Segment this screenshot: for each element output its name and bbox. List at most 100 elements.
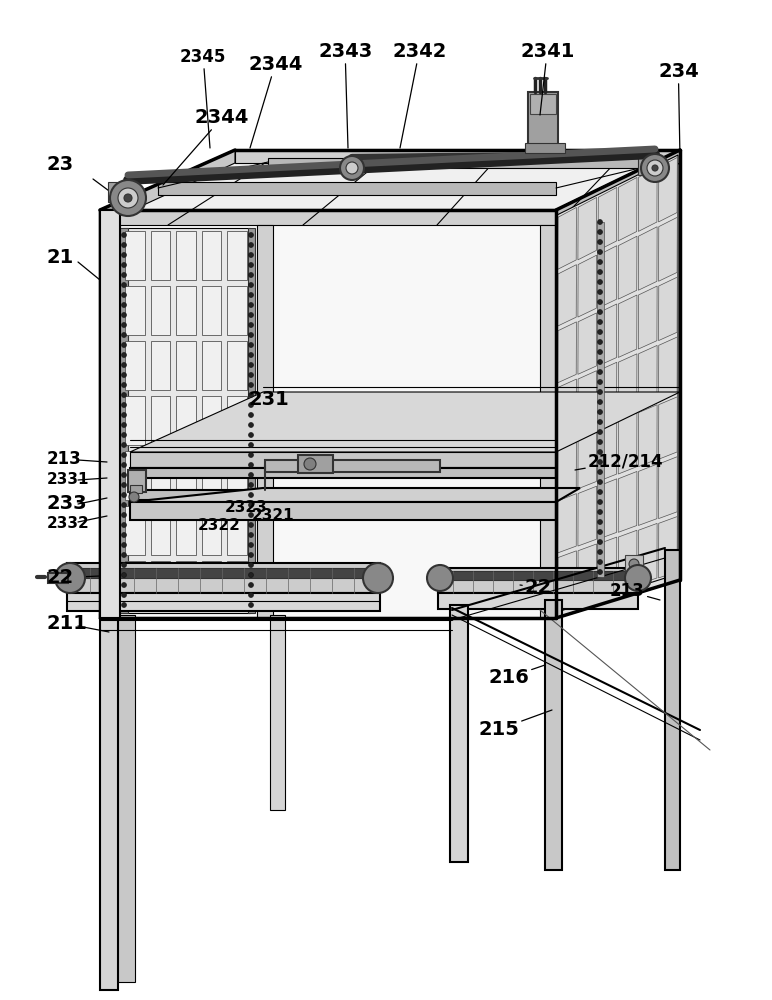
Circle shape xyxy=(121,552,127,558)
Polygon shape xyxy=(659,517,677,578)
Polygon shape xyxy=(438,571,638,580)
Polygon shape xyxy=(130,488,580,502)
Polygon shape xyxy=(100,615,118,990)
Circle shape xyxy=(121,582,127,587)
Circle shape xyxy=(121,362,127,367)
Circle shape xyxy=(249,332,253,338)
Circle shape xyxy=(249,362,253,367)
Circle shape xyxy=(121,252,127,257)
Circle shape xyxy=(121,372,127,377)
Circle shape xyxy=(598,269,602,274)
Circle shape xyxy=(121,432,127,438)
Circle shape xyxy=(249,542,253,548)
Text: 21: 21 xyxy=(47,248,74,267)
Polygon shape xyxy=(598,304,617,366)
Text: 233: 233 xyxy=(47,494,88,513)
Circle shape xyxy=(121,342,127,348)
Bar xyxy=(48,573,68,583)
Circle shape xyxy=(249,483,253,488)
Circle shape xyxy=(598,369,602,374)
Polygon shape xyxy=(67,568,380,578)
Bar xyxy=(151,451,170,500)
Circle shape xyxy=(598,530,602,534)
Text: 2343: 2343 xyxy=(318,42,372,148)
Circle shape xyxy=(249,562,253,568)
Polygon shape xyxy=(598,537,617,597)
Circle shape xyxy=(121,442,127,448)
Polygon shape xyxy=(100,210,556,618)
Circle shape xyxy=(598,410,602,414)
Bar xyxy=(525,143,565,153)
Polygon shape xyxy=(598,479,617,539)
Bar xyxy=(125,451,144,500)
Bar xyxy=(125,286,144,335)
Circle shape xyxy=(121,302,127,308)
Circle shape xyxy=(249,442,253,448)
Bar xyxy=(120,228,128,613)
Circle shape xyxy=(629,559,639,569)
Polygon shape xyxy=(100,150,235,225)
Bar xyxy=(201,286,222,335)
Polygon shape xyxy=(659,157,677,222)
Circle shape xyxy=(118,188,138,208)
Circle shape xyxy=(249,272,253,277)
Circle shape xyxy=(598,360,602,364)
Text: 2331: 2331 xyxy=(47,472,90,487)
Circle shape xyxy=(363,563,393,593)
Polygon shape xyxy=(557,494,577,553)
Bar xyxy=(130,485,142,493)
Polygon shape xyxy=(598,362,617,424)
Bar xyxy=(201,561,222,610)
Polygon shape xyxy=(598,421,617,481)
Bar xyxy=(201,506,222,555)
Circle shape xyxy=(249,422,253,428)
Polygon shape xyxy=(618,413,637,474)
Circle shape xyxy=(249,282,253,288)
Bar xyxy=(248,228,255,613)
Circle shape xyxy=(598,440,602,444)
Circle shape xyxy=(121,522,127,528)
Polygon shape xyxy=(438,568,638,593)
Circle shape xyxy=(598,290,602,294)
Polygon shape xyxy=(540,225,556,618)
Circle shape xyxy=(249,462,253,468)
Circle shape xyxy=(249,372,253,377)
Circle shape xyxy=(647,160,663,176)
Bar xyxy=(176,561,196,610)
Circle shape xyxy=(598,499,602,504)
Polygon shape xyxy=(578,371,597,432)
Circle shape xyxy=(249,502,253,508)
Circle shape xyxy=(427,565,453,591)
Bar xyxy=(228,341,247,390)
Circle shape xyxy=(249,552,253,558)
Polygon shape xyxy=(618,295,637,357)
Polygon shape xyxy=(557,155,678,612)
Circle shape xyxy=(340,156,364,180)
Circle shape xyxy=(249,412,253,418)
Text: 2323: 2323 xyxy=(225,500,268,515)
Polygon shape xyxy=(545,600,562,870)
Bar xyxy=(638,157,660,175)
Circle shape xyxy=(121,462,127,468)
Bar xyxy=(201,341,222,390)
Circle shape xyxy=(249,353,253,358)
Circle shape xyxy=(121,512,127,518)
Text: 216: 216 xyxy=(488,665,545,687)
Bar xyxy=(151,286,170,335)
Circle shape xyxy=(249,252,253,257)
Circle shape xyxy=(249,572,253,578)
Polygon shape xyxy=(665,550,680,870)
Text: 2332: 2332 xyxy=(47,516,90,531)
Bar xyxy=(176,451,196,500)
Circle shape xyxy=(121,412,127,418)
Bar xyxy=(151,561,170,610)
Polygon shape xyxy=(557,322,577,383)
Polygon shape xyxy=(638,345,657,408)
Polygon shape xyxy=(598,246,617,308)
Circle shape xyxy=(121,282,127,288)
Circle shape xyxy=(249,382,253,387)
Polygon shape xyxy=(578,544,597,603)
Bar xyxy=(530,94,556,114)
Circle shape xyxy=(121,232,127,237)
Text: 2342: 2342 xyxy=(392,42,446,148)
